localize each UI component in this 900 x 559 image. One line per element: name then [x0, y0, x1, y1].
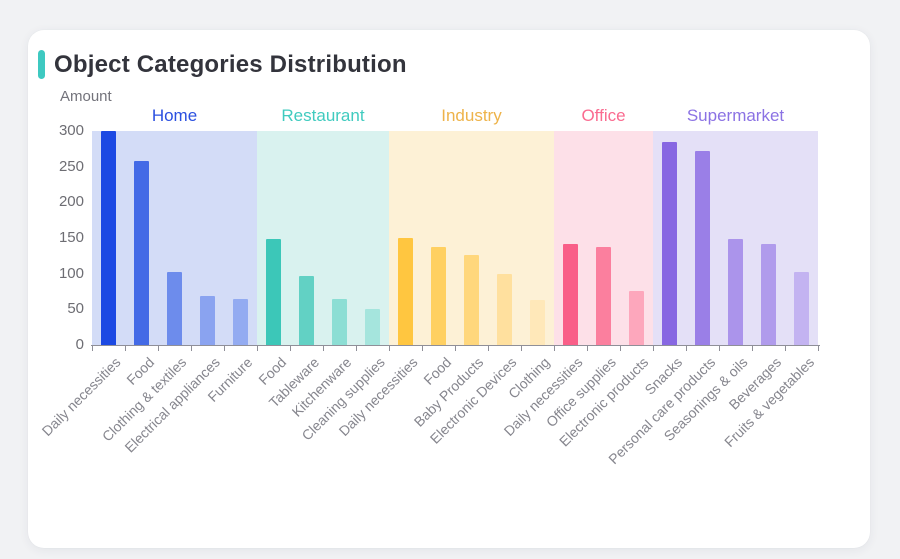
x-axis-tick [257, 346, 258, 351]
x-axis-tick [818, 346, 819, 351]
x-axis-tick [752, 346, 753, 351]
y-tick-label: 300 [58, 122, 84, 139]
x-axis-tick [455, 346, 456, 351]
x-axis-tick [620, 346, 621, 351]
bar-industry-daily-necessities[interactable] [398, 238, 413, 345]
bar-industry-baby-products[interactable] [464, 255, 479, 345]
bar-industry-food[interactable] [431, 247, 446, 345]
bar-home-clothing-textiles[interactable] [167, 272, 182, 345]
x-axis-tick [587, 346, 588, 351]
x-axis-tick [554, 346, 555, 351]
x-axis-line [91, 345, 820, 346]
bar-restaurant-tableware[interactable] [299, 276, 314, 345]
group-label-office: Office [581, 106, 626, 125]
bar-home-electrical-appliances[interactable] [200, 296, 215, 345]
y-tick-label: 200 [58, 193, 84, 211]
bar-supermarket-beverages[interactable] [761, 244, 776, 345]
bar-restaurant-kitchenware[interactable] [332, 299, 347, 345]
y-tick-label: 50 [67, 300, 84, 318]
x-axis-tick [785, 346, 786, 351]
card-header: Object Categories Distribution [38, 50, 407, 79]
x-axis-tick [389, 346, 390, 351]
bar-industry-clothing[interactable] [530, 300, 545, 345]
x-axis-tick [323, 346, 324, 351]
x-axis-tick [521, 346, 522, 351]
bar-office-electronic-products[interactable] [629, 291, 644, 345]
x-axis-tick [158, 346, 159, 351]
x-axis-tick [686, 346, 687, 351]
group-label-restaurant: Restaurant [281, 106, 365, 125]
x-axis-tick [191, 346, 192, 351]
x-axis-tick [224, 346, 225, 351]
bar-office-daily-necessities[interactable] [563, 244, 578, 345]
bar-supermarket-personal-care-products[interactable] [695, 151, 710, 345]
title-accent-bar [38, 50, 45, 79]
bar-supermarket-fruits-vegetables[interactable] [794, 272, 809, 345]
group-label-industry: Industry [441, 106, 502, 125]
bar-home-food[interactable] [134, 161, 149, 345]
x-axis-tick [356, 346, 357, 351]
x-axis-tick [653, 346, 654, 351]
y-axis-title: Amount [60, 88, 112, 105]
x-axis-tick [290, 346, 291, 351]
bar-industry-electronic-devices[interactable] [497, 274, 512, 345]
x-axis-tick [125, 346, 126, 351]
y-tick-label: 250 [58, 157, 84, 175]
bar-home-daily-necessities[interactable] [101, 131, 116, 345]
y-axis: 0 50 100 150 200 250 300 [28, 122, 84, 353]
y-tick-label: 150 [58, 229, 84, 246]
bar-office-office-supplies[interactable] [596, 247, 611, 345]
x-axis-tick [422, 346, 423, 351]
x-axis-tick [92, 346, 93, 351]
x-axis-tick [719, 346, 720, 351]
y-tick-label: 0 [75, 336, 84, 353]
group-label-supermarket: Supermarket [686, 106, 785, 125]
bar-supermarket-snacks[interactable] [662, 142, 677, 345]
bar-restaurant-cleaning-supplies[interactable] [365, 309, 380, 345]
x-axis-tick [488, 346, 489, 351]
bar-restaurant-food[interactable] [266, 239, 281, 345]
bar-supermarket-seasonings-oils[interactable] [728, 239, 743, 345]
page-title: Object Categories Distribution [54, 50, 407, 78]
group-label-home: Home [151, 106, 198, 125]
plot-area: Home Daily necessities Food Clothing & text… [39, 106, 820, 467]
chart-card: Object Categories Distribution Amount 0 5… [28, 30, 870, 548]
bar-home-furniture[interactable] [233, 299, 248, 345]
y-tick-label: 100 [58, 264, 84, 282]
